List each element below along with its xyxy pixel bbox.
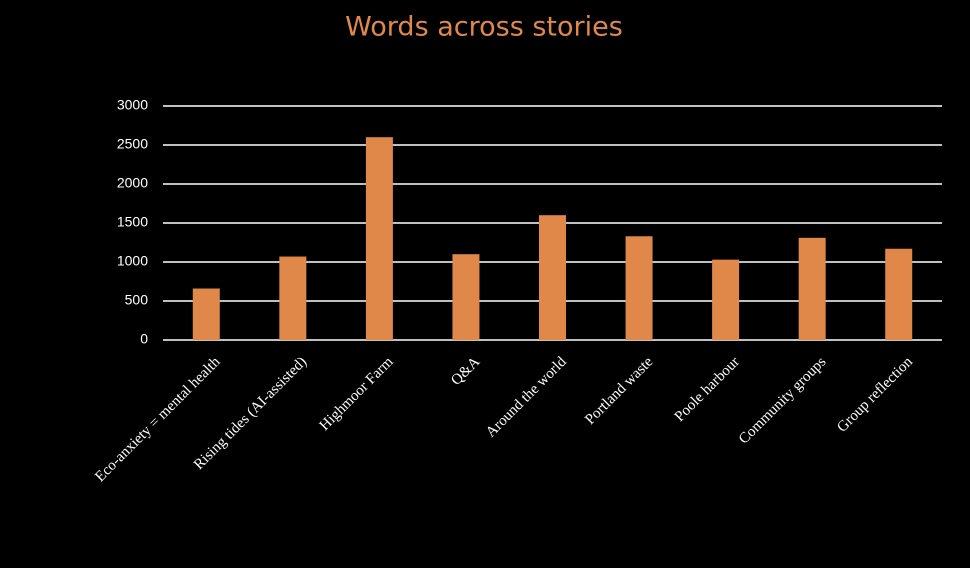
chart-title: Words across stories: [345, 12, 623, 43]
y-tick-label: 2000: [117, 175, 148, 191]
bar: [539, 215, 566, 340]
y-tick-label: 2500: [117, 136, 148, 152]
bar: [192, 288, 220, 340]
bar: [279, 256, 307, 340]
y-tick-label: 1000: [117, 253, 148, 269]
bar: [625, 236, 653, 340]
y-tick-label: 500: [125, 292, 149, 308]
bar: [798, 237, 826, 340]
bar: [885, 248, 913, 340]
y-tick-label: 1500: [117, 214, 148, 230]
bar: [365, 137, 393, 340]
bar: [452, 254, 480, 340]
y-tick-label: 0: [140, 331, 148, 347]
bar: [712, 259, 740, 340]
y-tick-label: 3000: [117, 97, 148, 113]
